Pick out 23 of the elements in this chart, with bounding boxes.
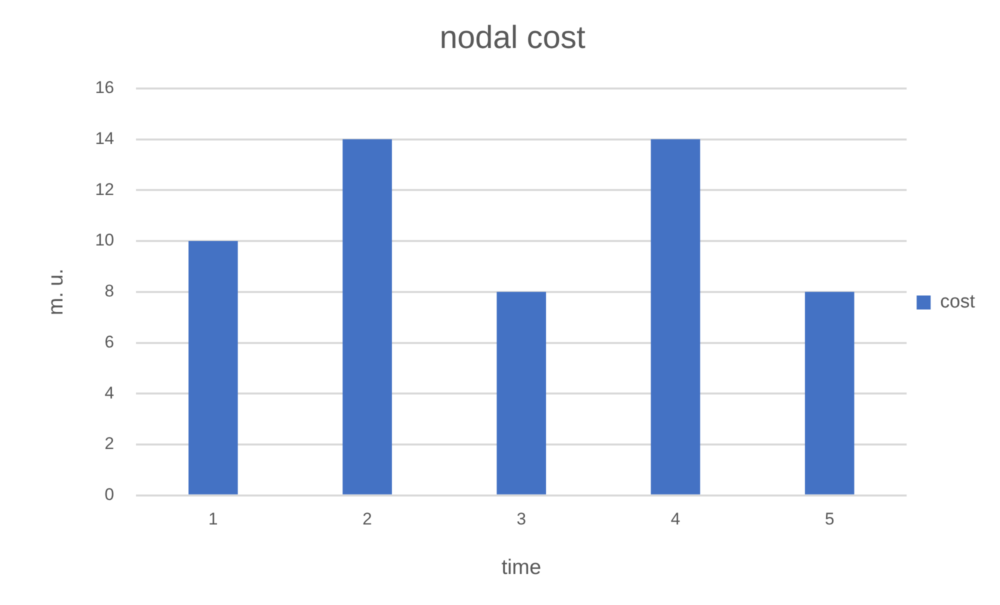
x-axis-title: time: [502, 556, 542, 580]
bar: [496, 292, 546, 494]
y-tick-label: 6: [104, 332, 114, 352]
x-tick-label: 5: [824, 509, 834, 528]
y-tick-label: 4: [104, 383, 114, 402]
y-tick-label: 12: [95, 180, 114, 199]
y-tick-label: 10: [95, 230, 114, 250]
y-axis-title: m. u.: [44, 268, 68, 316]
y-tick-label: 0: [104, 485, 114, 504]
bar: [342, 139, 392, 494]
x-tick-label: 4: [670, 509, 680, 528]
y-tick-label: 14: [95, 128, 114, 148]
x-tick-label: 2: [362, 509, 372, 528]
bar: [188, 241, 238, 494]
x-tick-label: 1: [208, 509, 218, 528]
y-tick-label: 8: [104, 282, 114, 301]
bar: [650, 139, 700, 494]
y-tick-label: 2: [104, 434, 114, 454]
x-tick-label: 3: [516, 509, 526, 528]
legend-label: cost: [940, 292, 976, 313]
chart-title: nodal cost: [440, 19, 586, 56]
bar: [804, 292, 854, 494]
y-tick-label: 16: [95, 78, 114, 98]
